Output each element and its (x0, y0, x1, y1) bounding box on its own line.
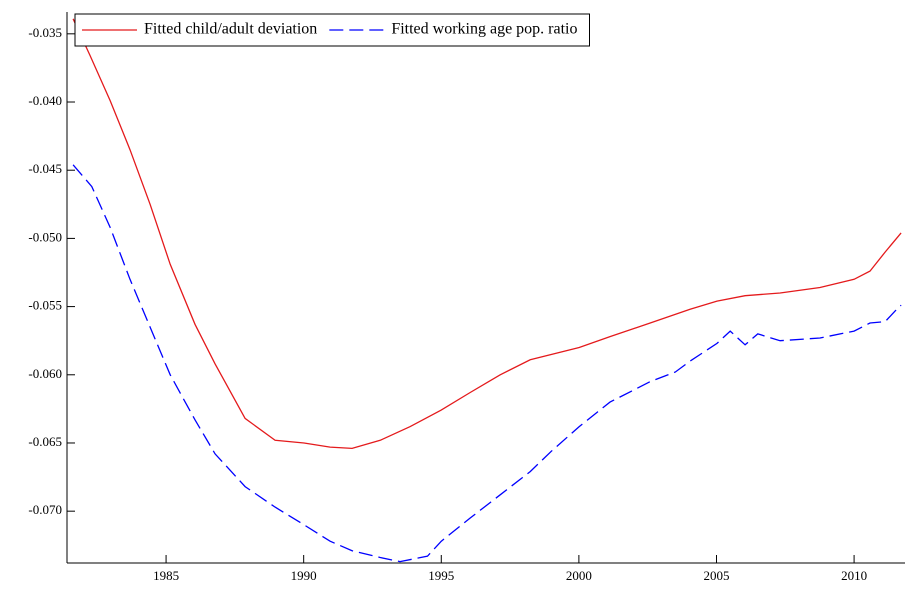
x-tick-label: 1985 (153, 568, 179, 583)
y-tick-label: -0.045 (28, 161, 62, 176)
y-tick-label: -0.050 (28, 229, 62, 244)
legend-label: Fitted working age pop. ratio (391, 21, 577, 38)
x-tick-label: 2000 (566, 568, 592, 583)
x-tick-label: 1990 (291, 568, 317, 583)
legend-label: Fitted child/adult deviation (144, 21, 317, 38)
y-tick-label: -0.065 (28, 434, 62, 449)
x-tick-label: 1995 (428, 568, 454, 583)
y-tick-label: -0.070 (28, 502, 62, 517)
series-line (72, 18, 902, 450)
y-tick-label: -0.060 (28, 366, 62, 381)
y-tick-label: -0.040 (28, 93, 62, 108)
y-tick-label: -0.055 (28, 298, 62, 313)
x-tick-label: 2010 (841, 568, 867, 583)
series-line (72, 164, 902, 563)
x-tick-label: 2005 (703, 568, 729, 583)
legend: Fitted child/adult deviation Fitted worki… (74, 13, 590, 47)
y-tick-label: -0.035 (28, 25, 62, 40)
